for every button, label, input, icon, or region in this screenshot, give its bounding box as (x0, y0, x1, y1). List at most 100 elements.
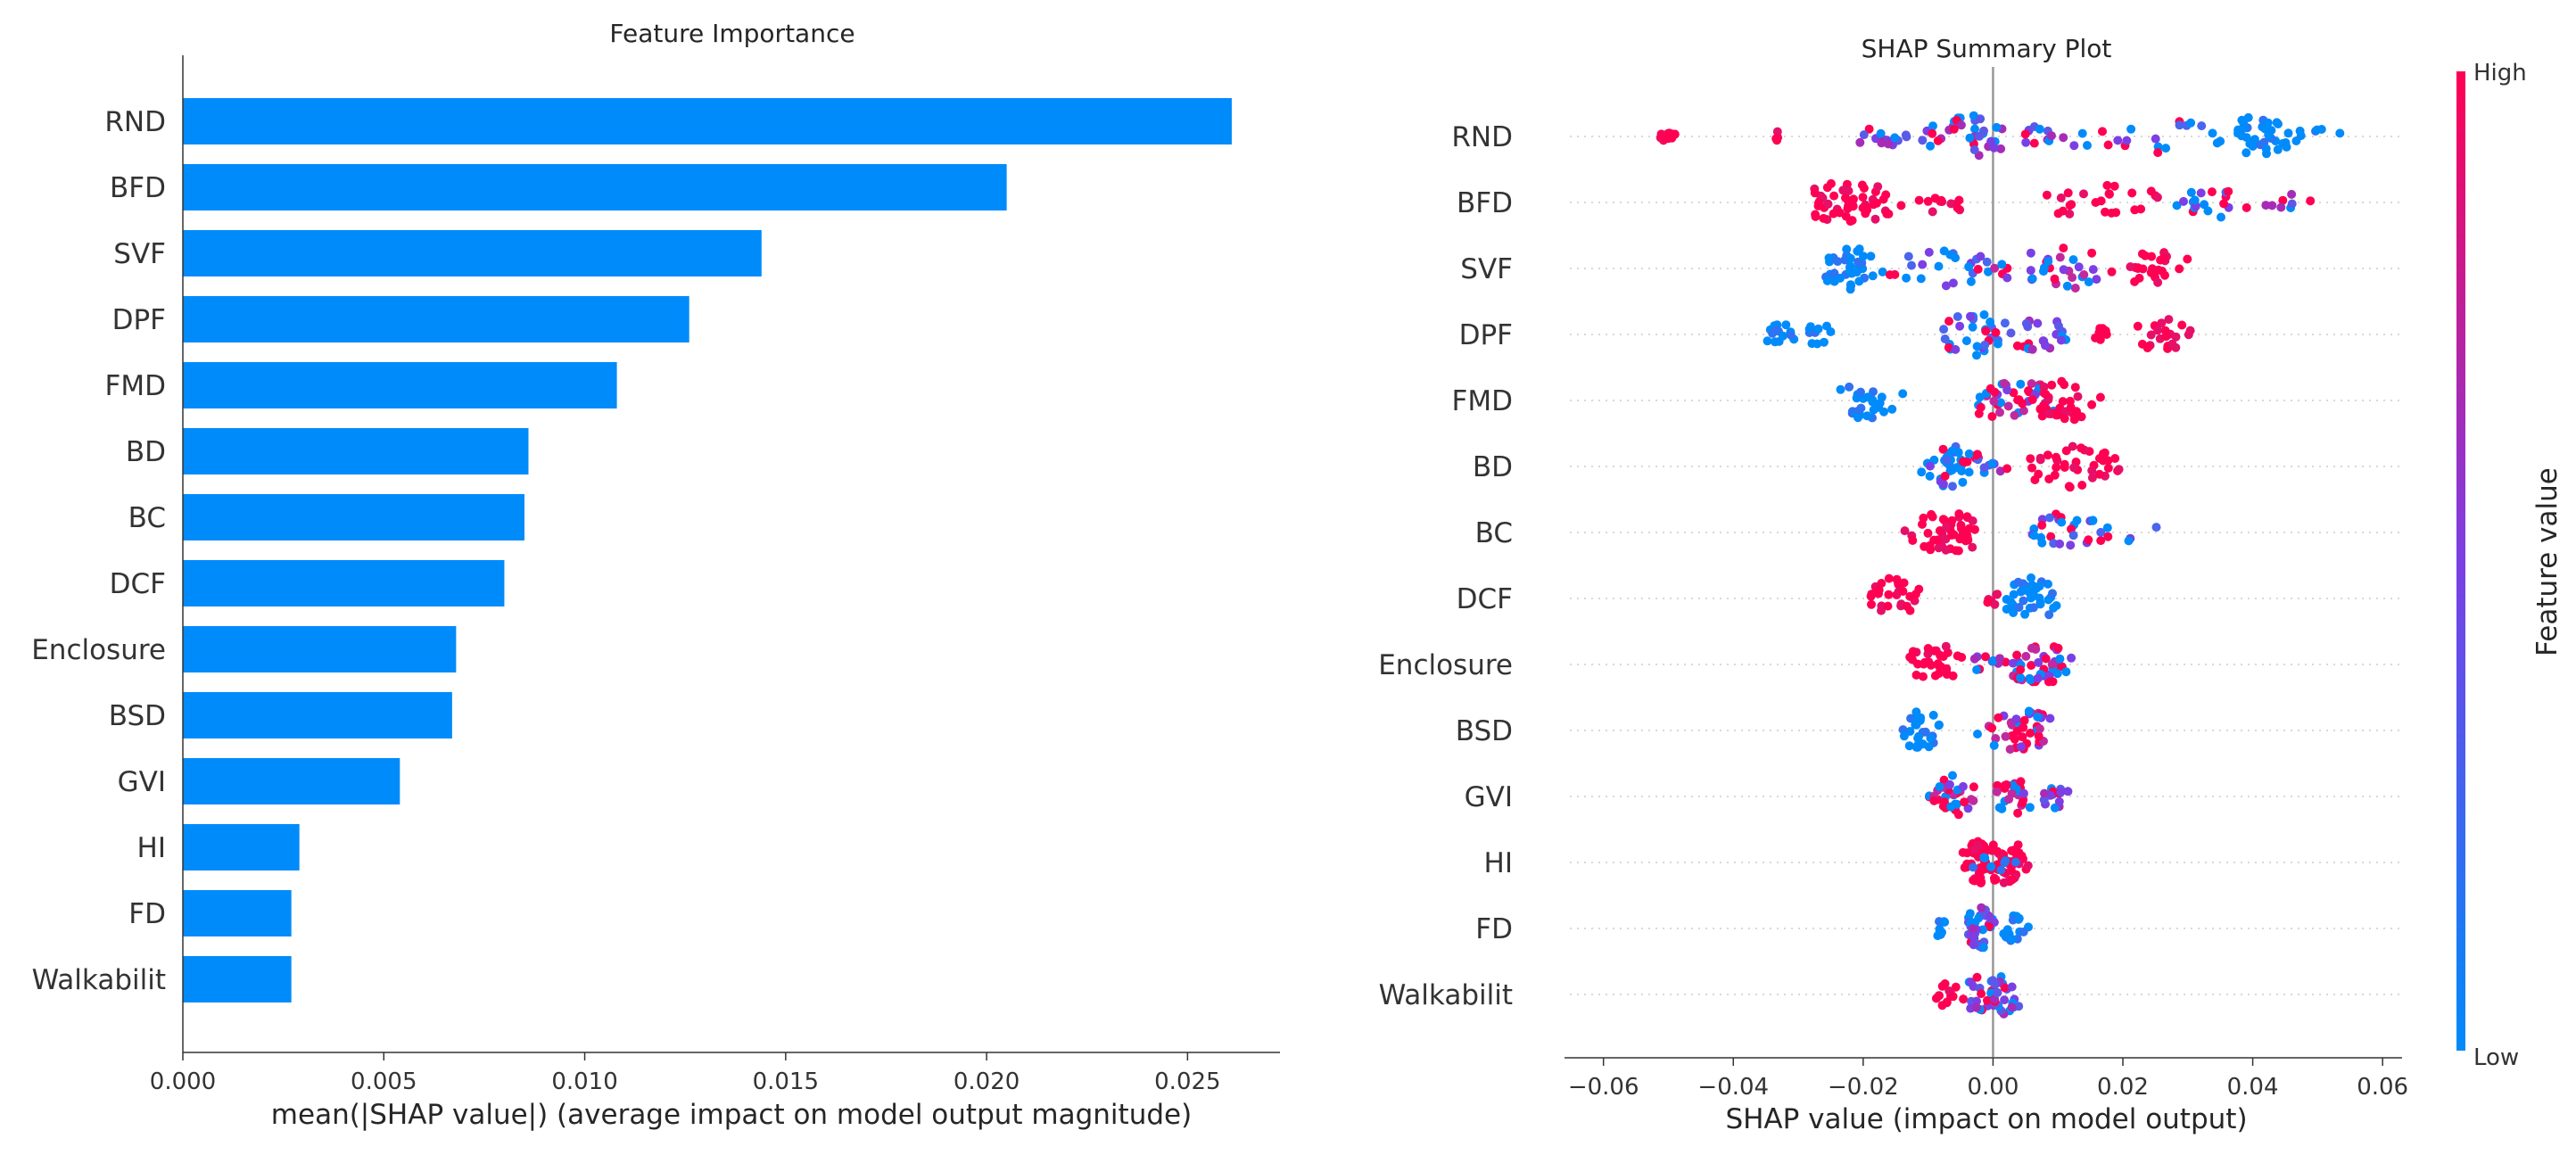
shap-point-walkabilit (2007, 1002, 2017, 1012)
shap-point-gvi (1929, 796, 1939, 805)
feature-label-bd: BD (126, 436, 166, 468)
shap-point-svf (2153, 277, 2163, 287)
shap-point-enclosure (1972, 665, 1982, 674)
shap-point-dcf (2009, 608, 2019, 617)
shap-point-bc (1968, 542, 1977, 552)
shap-point-walkabilit (1951, 982, 1961, 992)
shap-point-bc (2046, 532, 2056, 541)
shap-point-fmd (2060, 414, 2069, 424)
feature-label-walkabilit: Walkabilit (32, 964, 166, 996)
shap-point-rnd (2103, 140, 2113, 150)
shap-point-bfd (1843, 195, 1853, 205)
shap-point-fd (2019, 927, 2028, 936)
shap-point-bfd (2261, 201, 2271, 210)
shap-point-fmd (2070, 383, 2080, 392)
shap-point-svf (2092, 275, 2101, 285)
shap-point-bsd (2024, 706, 2034, 716)
shap-point-rnd (1969, 145, 1979, 154)
shap-point-hi (2007, 875, 2017, 885)
shap-point-fd (1978, 925, 1987, 935)
bar-hi (183, 824, 300, 870)
feature-label-bsd: BSD (109, 700, 166, 732)
shap-point-dpf (2167, 339, 2177, 349)
shap-point-walkabilit (1977, 989, 1986, 999)
shap-point-enclosure (2026, 675, 2035, 685)
shap-point-fmd (2003, 401, 2013, 411)
shap-point-rnd (2098, 127, 2107, 136)
bar-fmd (183, 362, 617, 408)
shap-point-bd (1940, 471, 1950, 481)
shap-point-fmd (2039, 400, 2049, 410)
feature-importance-title: Feature Importance (609, 19, 855, 48)
shap-point-bsd (2034, 731, 2043, 741)
shap-point-dcf (2035, 582, 2044, 591)
shap-point-bc (1935, 526, 1944, 535)
shap-point-rnd (1979, 126, 1988, 136)
shap-point-walkabilit (1937, 981, 1947, 991)
shap-point-bfd (1829, 191, 1839, 201)
shap-point-dcf (1911, 590, 1920, 599)
shap-point-bfd (2224, 186, 2233, 196)
shap-point-enclosure (2061, 667, 2071, 677)
shap-point-fd (1977, 903, 1986, 912)
shap-point-bfd (1811, 210, 1821, 219)
shap-point-rnd (1660, 133, 1670, 143)
feature-label-fmd: FMD (105, 370, 166, 402)
shap-point-fmd (1845, 382, 1854, 392)
shap-point-bfd (2200, 200, 2209, 210)
shap-point-enclosure (1913, 659, 1923, 669)
shap-summary-title: SHAP Summary Plot (1862, 34, 2112, 63)
bar-bfd (183, 164, 1007, 210)
shap-point-rnd (2059, 133, 2068, 143)
shap-point-dpf (2133, 321, 2143, 331)
shap-point-rnd (2239, 123, 2249, 133)
shap-point-bd (2052, 463, 2061, 472)
shap-point-svf (1903, 252, 1913, 261)
shap-point-bd (1942, 455, 1952, 465)
shap-point-bd (1947, 446, 1957, 456)
shap-point-dpf (1951, 344, 1961, 354)
shap-point-svf (1966, 276, 1976, 286)
shap-point-bsd (1991, 734, 2001, 743)
shap-point-gvi (1948, 771, 1957, 780)
shap-point-dpf (2161, 332, 2171, 342)
shap-point-bfd (2276, 202, 2286, 212)
bar-dcf (183, 560, 505, 606)
shap-point-dpf (1953, 312, 1962, 321)
shap-point-bsd (1918, 739, 1928, 749)
bar-bsd (183, 692, 452, 738)
shap-point-dcf (1983, 598, 1993, 607)
feature-label-rnd: RND (1451, 121, 1513, 153)
shap-point-fmd (1995, 408, 2004, 417)
shap-point-bc (2055, 539, 2065, 549)
shap-point-bsd (1987, 723, 1997, 733)
shap-point-svf (1833, 257, 1843, 267)
shap-point-svf (1934, 261, 1944, 271)
shap-point-enclosure (2021, 651, 2031, 661)
shap-point-fmd (1869, 387, 1878, 397)
shap-point-rnd (2035, 124, 2044, 134)
colorbar-label: Feature value (2531, 467, 2564, 656)
shap-point-bfd (2287, 189, 2297, 199)
shap-point-fmd (2058, 397, 2068, 407)
shap-point-fmd (1976, 402, 1986, 412)
shap-point-walkabilit (1983, 995, 1992, 1005)
shap-point-bd (2114, 465, 2124, 474)
shap-point-gvi (2002, 780, 2011, 789)
shap-point-walkabilit (1988, 976, 1998, 986)
shap-point-bsd (2012, 726, 2022, 736)
shap-point-fd (1940, 917, 1950, 927)
feature-label-dpf: DPF (1459, 319, 1513, 351)
shap-point-bd (2103, 463, 2113, 473)
shap-point-dcf (1892, 574, 1902, 584)
shap-point-svf (2087, 248, 2097, 258)
shap-point-bsd (2010, 734, 2019, 744)
shap-point-dcf (1884, 573, 1894, 583)
x-tick-label: −0.06 (1568, 1074, 1639, 1101)
shap-point-enclosure (2041, 654, 2051, 664)
shap-point-rnd (2175, 120, 2184, 130)
shap-point-fmd (2041, 390, 2051, 399)
shap-point-svf (1868, 271, 1878, 281)
shap-point-rnd (2197, 121, 2207, 131)
shap-point-bsd (2033, 712, 2043, 722)
